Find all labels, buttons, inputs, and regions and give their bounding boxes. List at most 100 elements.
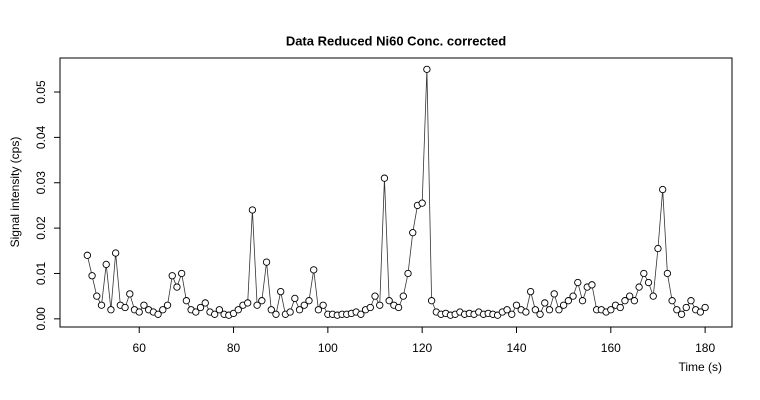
data-point	[640, 269, 648, 278]
data-point	[687, 297, 695, 305]
data-point	[310, 266, 318, 274]
data-point	[88, 272, 96, 280]
data-point	[564, 297, 573, 305]
data-point	[522, 308, 530, 316]
data-point	[649, 292, 657, 300]
data-point	[371, 292, 379, 300]
data-point	[319, 301, 327, 309]
data-point	[253, 301, 261, 309]
data-point	[512, 301, 521, 309]
data-point	[295, 306, 304, 314]
data-point	[126, 290, 134, 298]
data-point	[135, 308, 143, 316]
data-point	[248, 206, 257, 214]
data-point	[427, 297, 436, 305]
data-point	[314, 306, 323, 314]
data-point	[536, 310, 544, 318]
x-tick-label: 60	[133, 341, 147, 355]
data-point	[682, 303, 690, 312]
x-tick-label: 160	[601, 341, 621, 355]
data-point	[418, 199, 426, 207]
data-point	[267, 306, 275, 314]
y-tick-label: 0.03	[34, 171, 48, 195]
data-point	[385, 297, 393, 305]
data-point	[630, 297, 639, 305]
data-point	[578, 297, 587, 305]
data-point	[111, 249, 120, 257]
data-point	[545, 306, 554, 314]
data-point	[215, 306, 224, 314]
x-axis-label: Time (s)	[678, 360, 722, 374]
y-tick-label: 0.05	[34, 80, 48, 104]
data-point	[140, 301, 148, 309]
data-point	[291, 294, 299, 303]
data-point	[663, 269, 672, 278]
y-tick-label: 0.02	[34, 216, 48, 240]
data-point	[376, 301, 384, 309]
data-point	[357, 310, 365, 318]
data-point	[366, 303, 374, 312]
data-line	[86, 69, 706, 316]
data-point	[211, 310, 219, 318]
data-point	[574, 278, 582, 287]
data-point	[102, 260, 110, 269]
data-point	[616, 303, 624, 312]
data-point	[588, 281, 596, 289]
data-point	[526, 287, 535, 296]
chart-title: Data Reduced Ni60 Conc. corrected	[286, 33, 506, 48]
y-tick-label: 0.04	[34, 125, 48, 149]
data-point	[107, 306, 115, 314]
data-point	[97, 301, 106, 309]
x-tick-label: 100	[318, 341, 338, 355]
data-point	[182, 297, 191, 305]
data-point	[673, 306, 681, 314]
data-point	[277, 287, 285, 296]
data-point	[621, 297, 629, 305]
data-point	[644, 278, 653, 287]
data-point	[555, 306, 563, 314]
data-point	[163, 301, 172, 309]
data-point	[668, 297, 676, 305]
data-point	[559, 301, 568, 309]
data-point	[192, 308, 200, 316]
y-tick-label: 0.01	[34, 261, 48, 285]
x-tick-label: 120	[412, 341, 432, 355]
data-point	[201, 299, 209, 307]
data-point	[508, 310, 516, 318]
plot-box	[59, 57, 733, 328]
data-point	[300, 301, 308, 309]
data-point	[659, 185, 667, 194]
data-point	[607, 306, 615, 314]
data-point	[305, 297, 313, 305]
data-point	[696, 308, 705, 316]
data-point	[550, 290, 558, 298]
data-point	[677, 310, 686, 318]
x-tick-label: 140	[506, 341, 526, 355]
data-point	[272, 310, 280, 318]
data-point	[380, 174, 389, 182]
y-tick-label: 0.00	[34, 307, 48, 331]
data-point	[229, 309, 238, 318]
data-point	[196, 303, 205, 312]
data-point	[173, 283, 181, 291]
data-point	[531, 306, 540, 314]
data-point	[83, 251, 92, 259]
data-point	[178, 269, 186, 278]
data-point	[286, 308, 294, 316]
data-point	[394, 303, 403, 312]
data-point	[701, 303, 709, 312]
x-tick-label: 80	[227, 341, 241, 355]
data-point	[93, 292, 101, 300]
data-point	[159, 306, 167, 314]
data-point	[154, 310, 162, 318]
y-axis-label: Signal intensity (cps)	[8, 137, 22, 248]
data-point	[503, 306, 511, 314]
data-point	[541, 299, 549, 307]
data-point	[262, 258, 271, 266]
data-point	[244, 299, 252, 307]
data-point	[635, 283, 643, 291]
x-tick-label: 180	[695, 341, 715, 355]
data-point	[423, 65, 431, 73]
